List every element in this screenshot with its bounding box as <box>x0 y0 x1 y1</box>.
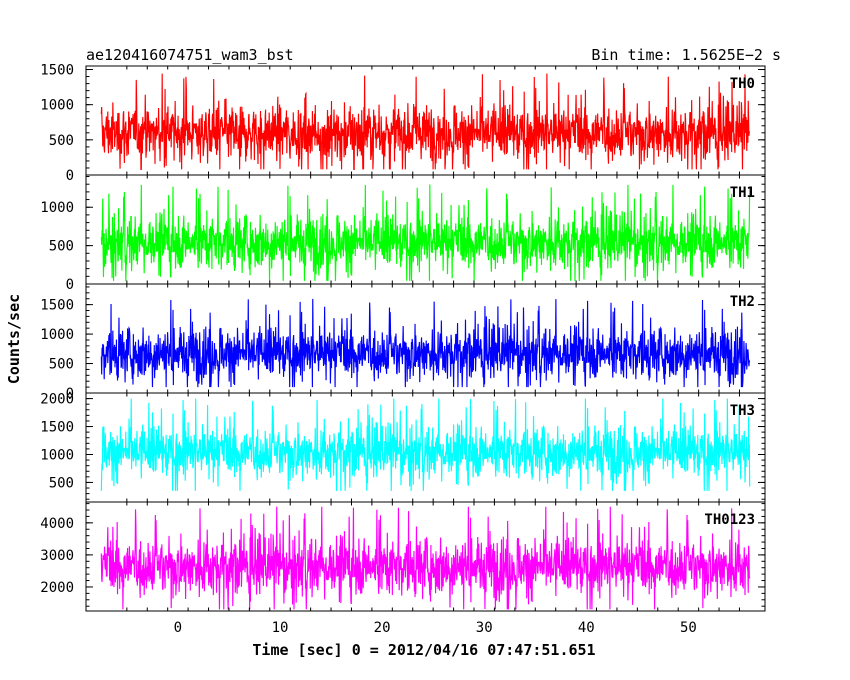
panel-label: TH3 <box>730 403 755 419</box>
y-tick-label: 0 <box>66 168 74 184</box>
y-tick-label: 2000 <box>40 580 74 596</box>
y-tick-label: 0 <box>66 386 74 402</box>
series-th3 <box>100 398 751 491</box>
y-tick-label: 0 <box>66 277 74 293</box>
y-tick-label: 1000 <box>40 200 74 216</box>
x-tick-label: 20 <box>374 620 391 636</box>
y-tick-label: 500 <box>49 239 74 255</box>
y-tick-label: 500 <box>49 133 74 149</box>
y-tick-label: 1000 <box>40 98 74 114</box>
x-tick-label: 30 <box>476 620 493 636</box>
panel-label: TH2 <box>730 294 755 310</box>
series-th0 <box>100 73 751 170</box>
y-tick-label: 3000 <box>40 548 74 564</box>
chart-title: ae120416074751_wam3_bst <box>86 46 294 64</box>
series-th0123 <box>100 506 751 610</box>
series-th2 <box>100 298 751 388</box>
x-tick-label: 10 <box>272 620 289 636</box>
y-tick-label: 4000 <box>40 516 74 532</box>
bin-time-label: Bin time: 1.5625E−2 s <box>591 46 781 64</box>
y-tick-label: 1000 <box>40 327 74 343</box>
series-th1 <box>100 184 751 281</box>
x-tick-label: 0 <box>174 620 182 636</box>
y-tick-label: 2000 <box>40 392 74 408</box>
y-tick-label: 500 <box>49 357 74 373</box>
panel-label: TH0123 <box>704 512 755 528</box>
panel-th0123: 2000 3000 4000 TH0123 <box>40 501 766 612</box>
y-tick-label: 1500 <box>40 420 74 436</box>
panel-th0: 0 500 1000 1500 TH0 <box>40 63 766 184</box>
panels-group: 0 500 1000 1500 TH0 0 500 1000 TH1 0 500 1000 1500 TH… <box>40 63 766 612</box>
panel-th1: 0 500 1000 TH1 <box>40 174 766 293</box>
x-axis-title: Time [sec] 0 = 2012/04/16 07:47:51.651 <box>252 641 595 659</box>
x-axis: 0 10 20 30 40 50 <box>174 620 697 636</box>
y-tick-label: 1000 <box>40 447 74 463</box>
y-tick-label: 1500 <box>40 298 74 314</box>
x-tick-label: 50 <box>680 620 697 636</box>
y-axis-title: Counts/sec <box>5 294 23 384</box>
panel-label: TH0 <box>730 76 755 92</box>
panel-th3: 500 1000 1500 2000 TH3 <box>40 392 766 503</box>
y-tick-label: 500 <box>49 475 74 491</box>
x-tick-label: 40 <box>578 620 595 636</box>
panel-frame <box>85 501 766 612</box>
y-tick-label: 1500 <box>40 63 74 79</box>
panel-th2: 0 500 1000 1500 TH2 <box>40 283 766 402</box>
panel-label: TH1 <box>730 185 755 201</box>
